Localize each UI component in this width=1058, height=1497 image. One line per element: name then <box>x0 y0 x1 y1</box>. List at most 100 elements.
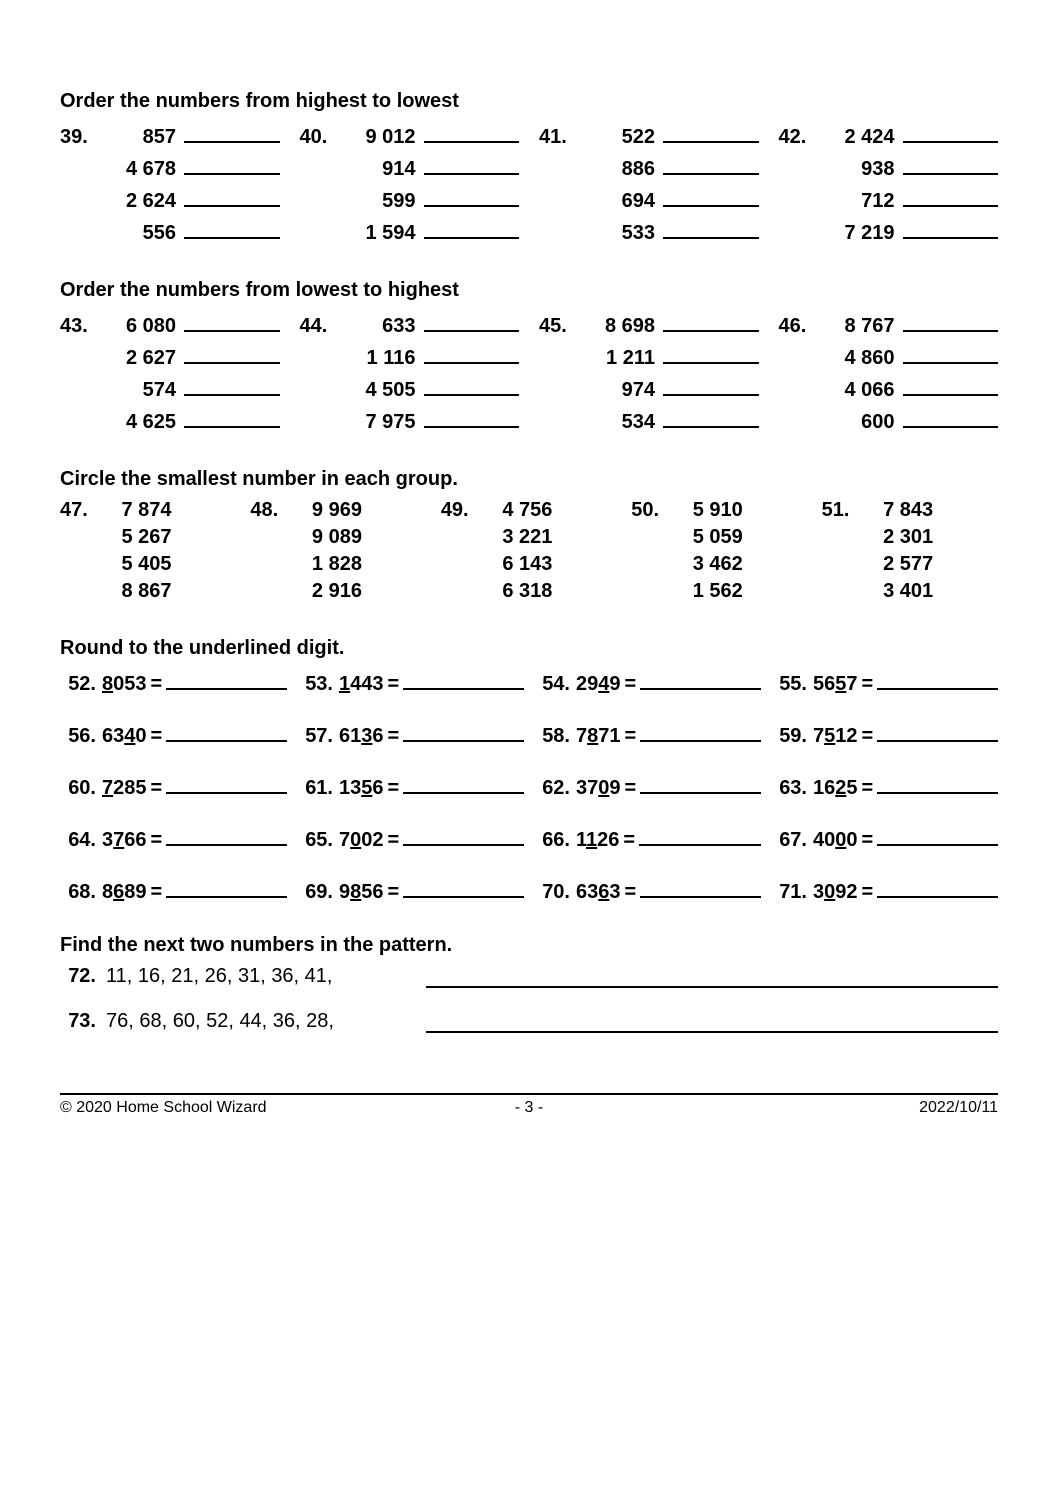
order-value: 712 <box>815 190 899 213</box>
answer-blank[interactable] <box>184 342 280 364</box>
equals-sign: = <box>858 725 878 748</box>
round-problem: 60. 7285 = <box>60 772 287 800</box>
answer-blank[interactable] <box>403 876 524 898</box>
answer-blank[interactable] <box>903 406 999 428</box>
circle-problem: 51. 7 843 2 301 2 577 3 401 <box>822 499 998 607</box>
answer-blank[interactable] <box>184 185 280 207</box>
answer-blank[interactable] <box>184 374 280 396</box>
answer-blank[interactable] <box>184 217 280 239</box>
equals-sign: = <box>858 673 878 696</box>
answer-blank[interactable] <box>184 310 280 332</box>
circle-value[interactable]: 5 267 <box>98 526 172 549</box>
circle-value[interactable]: 1 562 <box>669 580 743 603</box>
circle-value[interactable]: 3 462 <box>669 553 743 576</box>
circle-value[interactable]: 7 843 <box>859 499 933 522</box>
answer-blank[interactable] <box>877 720 998 742</box>
answer-blank[interactable] <box>663 310 759 332</box>
circle-value[interactable]: 2 301 <box>859 526 933 549</box>
answer-blank[interactable] <box>403 772 524 794</box>
answer-blank[interactable] <box>184 121 280 143</box>
answer-blank[interactable] <box>424 185 520 207</box>
circle-value[interactable]: 6 143 <box>478 553 552 576</box>
answer-blank[interactable] <box>424 374 520 396</box>
order-value: 938 <box>815 158 899 181</box>
order-value: 522 <box>575 126 659 149</box>
answer-blank[interactable] <box>640 876 761 898</box>
order-line: 600 <box>779 406 999 434</box>
answer-blank[interactable] <box>166 772 287 794</box>
answer-blank[interactable] <box>663 374 759 396</box>
answer-blank[interactable] <box>639 824 761 846</box>
answer-blank[interactable] <box>424 310 520 332</box>
footer-mid: - 3 - <box>373 1099 686 1117</box>
question-number: 73. <box>60 1010 106 1033</box>
circle-value[interactable]: 2 577 <box>859 553 933 576</box>
answer-blank[interactable] <box>663 342 759 364</box>
answer-blank[interactable] <box>426 1011 998 1033</box>
answer-blank[interactable] <box>424 153 520 175</box>
answer-blank[interactable] <box>903 217 999 239</box>
circle-value[interactable]: 3 221 <box>478 526 552 549</box>
circle-value[interactable]: 5 059 <box>669 526 743 549</box>
order-value: 534 <box>575 411 659 434</box>
circle-value[interactable]: 2 916 <box>288 580 362 603</box>
answer-blank[interactable] <box>424 121 520 143</box>
answer-blank[interactable] <box>166 876 287 898</box>
answer-blank[interactable] <box>903 153 999 175</box>
equals-sign: = <box>147 777 167 800</box>
answer-blank[interactable] <box>663 185 759 207</box>
answer-blank[interactable] <box>903 185 999 207</box>
question-number: 51. <box>822 499 854 522</box>
answer-blank[interactable] <box>903 374 999 396</box>
round-number: 7512 <box>813 725 858 748</box>
answer-blank[interactable] <box>877 772 998 794</box>
round-number: 6340 <box>102 725 147 748</box>
order-value: 2 624 <box>96 190 180 213</box>
answer-blank[interactable] <box>640 720 761 742</box>
answer-blank[interactable] <box>663 121 759 143</box>
round-number: 6363 <box>576 881 621 904</box>
answer-blank[interactable] <box>424 217 520 239</box>
circle-value[interactable]: 9 089 <box>288 526 362 549</box>
answer-blank[interactable] <box>877 668 998 690</box>
answer-blank[interactable] <box>877 876 998 898</box>
answer-blank[interactable] <box>663 217 759 239</box>
order-value: 556 <box>96 222 180 245</box>
order-line: 42. 2 424 <box>779 121 999 149</box>
circle-value[interactable]: 4 756 <box>478 499 552 522</box>
answer-blank[interactable] <box>424 406 520 428</box>
answer-blank[interactable] <box>877 824 998 846</box>
circle-value[interactable]: 5 405 <box>98 553 172 576</box>
round-number: 1356 <box>339 777 384 800</box>
answer-blank[interactable] <box>184 406 280 428</box>
answer-blank[interactable] <box>663 153 759 175</box>
round-number: 3766 <box>102 829 147 852</box>
answer-blank[interactable] <box>426 966 998 988</box>
circle-value[interactable]: 7 874 <box>98 499 172 522</box>
answer-blank[interactable] <box>166 824 287 846</box>
answer-blank[interactable] <box>403 720 524 742</box>
question-number: 49. <box>441 499 473 522</box>
section-title-order-lo-hi: Order the numbers from lowest to highest <box>60 279 998 302</box>
answer-blank[interactable] <box>403 668 524 690</box>
order-line: 938 <box>779 153 999 181</box>
answer-blank[interactable] <box>403 824 524 846</box>
answer-blank[interactable] <box>166 720 287 742</box>
circle-value[interactable]: 6 318 <box>478 580 552 603</box>
answer-blank[interactable] <box>184 153 280 175</box>
answer-blank[interactable] <box>903 342 999 364</box>
answer-blank[interactable] <box>903 310 999 332</box>
round-problem: 68. 8689 = <box>60 876 287 904</box>
circle-value[interactable]: 8 867 <box>98 580 172 603</box>
answer-blank[interactable] <box>663 406 759 428</box>
answer-blank[interactable] <box>640 772 761 794</box>
order-line: 40. 9 012 <box>300 121 520 149</box>
answer-blank[interactable] <box>166 668 287 690</box>
circle-value[interactable]: 5 910 <box>669 499 743 522</box>
circle-value[interactable]: 1 828 <box>288 553 362 576</box>
answer-blank[interactable] <box>424 342 520 364</box>
circle-value[interactable]: 9 969 <box>288 499 362 522</box>
circle-value[interactable]: 3 401 <box>859 580 933 603</box>
answer-blank[interactable] <box>640 668 761 690</box>
answer-blank[interactable] <box>903 121 999 143</box>
